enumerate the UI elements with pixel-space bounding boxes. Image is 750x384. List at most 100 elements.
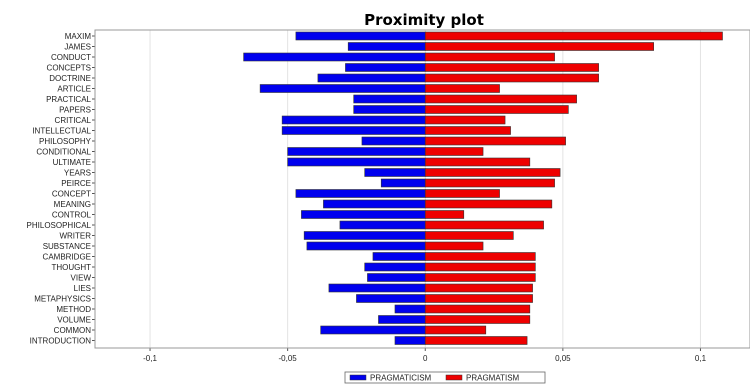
category-label: DOCTRINE (49, 74, 91, 83)
bar-pragmaticism (347, 42, 426, 51)
bar-pragmatism (424, 63, 599, 72)
bar-pragmaticism (243, 52, 426, 62)
category-label: CONCEPTS (47, 64, 91, 73)
category-label: CRITICAL (55, 116, 92, 125)
bar-pragmaticism (394, 336, 426, 345)
bar-pragmatism (424, 73, 599, 83)
category-label: JAMES (64, 43, 91, 52)
bar-pragmatism (424, 252, 536, 261)
bar-pragmaticism (320, 325, 426, 335)
bar-pragmaticism (356, 294, 426, 303)
bar-pragmatism (424, 315, 531, 324)
bar-pragmaticism (295, 189, 426, 198)
category-label: PEIRCE (61, 179, 91, 188)
bar-pragmatism (424, 304, 531, 314)
category-label: MAXIM (65, 32, 92, 41)
bar-pragmatism (424, 241, 484, 251)
bar-pragmatism (424, 105, 569, 114)
bar-pragmaticism (323, 199, 426, 209)
bar-pragmaticism (295, 31, 426, 41)
bar-pragmaticism (281, 115, 426, 125)
legend-label: PRAGMATISM (466, 374, 520, 383)
bars-group (243, 31, 723, 345)
category-label: ULTIMATE (53, 158, 91, 167)
category-label: CONDITIONAL (36, 148, 91, 157)
category-label: PHILOSOPHICAL (27, 221, 92, 230)
bar-pragmaticism (353, 105, 426, 114)
category-label: ARTICLE (57, 85, 91, 94)
bar-pragmatism (424, 325, 487, 335)
bar-pragmatism (424, 273, 536, 282)
category-label: CONCEPT (52, 190, 91, 199)
bar-pragmatism (424, 283, 533, 293)
category-label: INTELLECTUAL (32, 127, 91, 136)
category-label: VOLUME (57, 316, 91, 325)
bar-pragmatism (424, 31, 723, 41)
bar-pragmaticism (364, 262, 426, 272)
x-tick-label: 0 (423, 354, 428, 363)
category-label: WRITER (59, 232, 91, 241)
category-label: METHOD (56, 305, 91, 314)
bar-pragmatism (424, 115, 506, 125)
category-label: LIES (74, 284, 91, 293)
bar-pragmatism (424, 210, 465, 219)
x-tick-labels: -0,1 -0,05 0 0,05 0,1 (143, 348, 707, 363)
category-label: PRACTICAL (46, 95, 91, 104)
bar-pragmaticism (301, 210, 426, 219)
bar-pragmaticism (361, 136, 426, 146)
category-label: METAPHYSICS (34, 295, 91, 304)
bar-pragmatism (424, 220, 544, 230)
chart-title: Proximity plot (364, 11, 484, 29)
legend-swatch (445, 374, 463, 381)
legend-label: PRAGMATICISM (370, 374, 432, 383)
bar-pragmaticism (380, 178, 426, 188)
bar-pragmatism (424, 262, 536, 272)
bar-pragmaticism (287, 147, 426, 156)
bar-pragmatism (424, 84, 500, 93)
x-tick-label: 0,05 (555, 354, 571, 363)
bar-pragmatism (424, 136, 566, 146)
x-tick-label: -0,05 (279, 354, 298, 363)
bar-pragmaticism (378, 315, 426, 324)
category-label: VIEW (71, 274, 92, 283)
bar-pragmaticism (317, 73, 426, 83)
legend-swatch (349, 374, 367, 381)
legend: PRAGMATICISM PRAGMATISM (344, 371, 546, 384)
bar-pragmatism (424, 126, 511, 135)
bar-pragmaticism (287, 157, 426, 167)
bar-pragmaticism (372, 252, 426, 261)
plot-frame (94, 29, 750, 349)
category-label: YEARS (64, 169, 91, 178)
bar-pragmaticism (394, 304, 426, 314)
bar-pragmatism (424, 52, 555, 62)
bar-pragmatism (424, 336, 528, 345)
category-label: SUBSTANCE (43, 242, 91, 251)
x-tick-label: 0,1 (695, 354, 707, 363)
bar-pragmatism (424, 42, 654, 51)
legend-box (344, 371, 546, 384)
bar-pragmaticism (367, 273, 426, 282)
bar-pragmatism (424, 189, 500, 198)
bar-pragmaticism (353, 94, 426, 104)
category-label: CONDUCT (51, 53, 91, 62)
bar-pragmatism (424, 199, 553, 209)
bar-pragmatism (424, 294, 533, 303)
bar-pragmatism (424, 168, 561, 177)
category-label: MEANING (54, 200, 91, 209)
bar-pragmatism (424, 178, 555, 188)
bar-pragmaticism (345, 63, 426, 72)
bar-pragmaticism (339, 220, 426, 230)
grid-lines (149, 30, 701, 348)
bar-pragmatism (424, 231, 514, 240)
category-label: PHILOSOPHY (39, 137, 92, 146)
bar-pragmaticism (364, 168, 426, 177)
bar-pragmatism (424, 157, 531, 167)
x-tick-label: -0,1 (143, 354, 157, 363)
bar-pragmaticism (281, 126, 426, 135)
category-label: COMMON (54, 326, 92, 335)
category-label: CAMBRIDGE (43, 253, 91, 262)
category-label: INTRODUCTION (30, 337, 92, 346)
category-label: PAPERS (59, 106, 91, 115)
